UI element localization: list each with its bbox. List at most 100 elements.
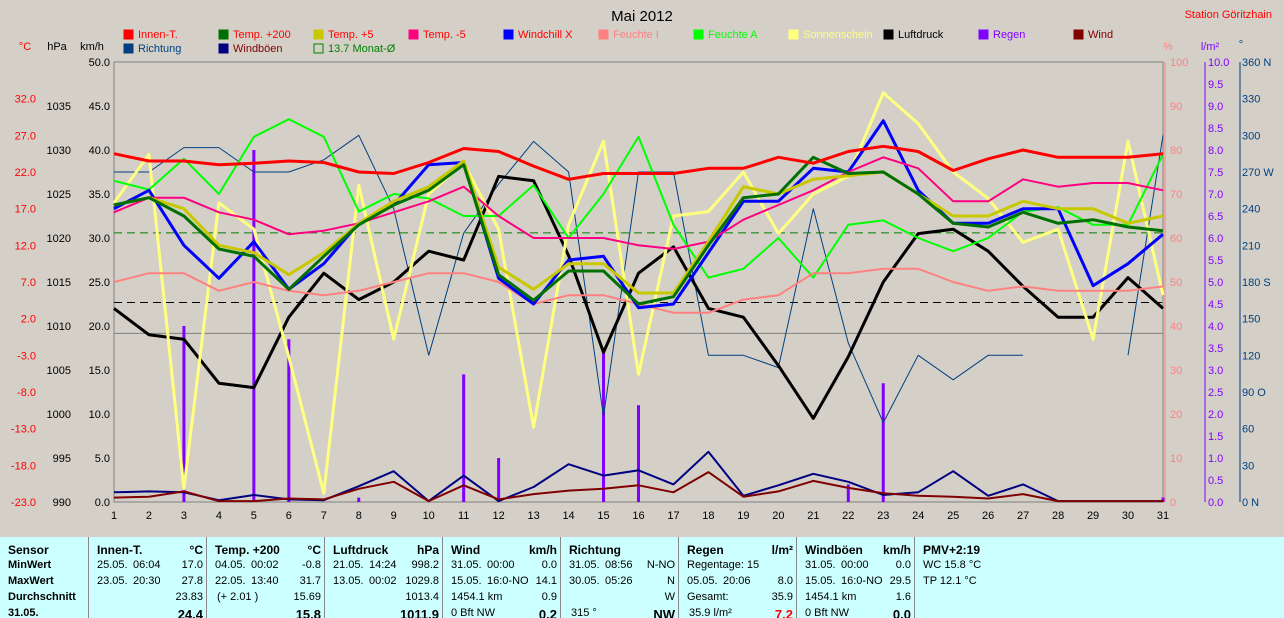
regen-unit: l/m² [771, 543, 793, 557]
stats-richtung: Richtung 31.05. 08:56 N-NO 30.05. 05:26 N W … [560, 537, 679, 618]
boeen-today: 0.0 [892, 607, 911, 618]
innen-title: Innen-T. [97, 543, 143, 557]
tick-label-temp_c: 22.0 [15, 167, 36, 179]
boeen-max-val: 29.5 [889, 575, 911, 587]
tick-label-temp_c: -8.0 [17, 387, 36, 399]
richtung-title: Richtung [569, 543, 621, 557]
tick-label-direction_deg: 30 [1242, 460, 1254, 472]
innen-min-val: 17.0 [181, 559, 203, 571]
tick-label-humidity_pct: 90 [1170, 101, 1182, 113]
temp-unit: °C [307, 543, 321, 557]
wind-axis-header: km/h [80, 41, 104, 53]
x-tick-label: 5 [251, 510, 257, 522]
legend-label: Windböen [233, 43, 283, 55]
stats-sensor: Sensor MinWert MaxWert Durchschnitt 31.0… [0, 537, 88, 618]
series-line-temp-5 [113, 156, 1164, 250]
regen-total: 35.9 [771, 591, 793, 603]
legend-swatch [408, 29, 419, 40]
sensor-max-label: MaxWert [8, 575, 54, 587]
temp-min-val: -0.8 [302, 559, 321, 571]
temp-max-date: 22.05. [215, 575, 246, 587]
tick-label-humidity_pct: 80 [1170, 145, 1182, 157]
x-tick-label: 3 [181, 510, 187, 522]
legend-label: Wind [1088, 29, 1113, 41]
wind-min-date: 31.05. [451, 559, 482, 571]
series-line-wind [113, 471, 1163, 503]
boeen-today-bft: 0 Bft NW [805, 607, 850, 618]
boeen-min-val: 0.0 [895, 559, 911, 571]
tick-label-press_hpa: 1005 [47, 365, 71, 377]
regen-title: Regen [687, 543, 724, 557]
tick-label-temp_c: -23.0 [11, 497, 36, 509]
tick-label-temp_c: 32.0 [15, 94, 36, 106]
x-tick-label: 15 [597, 510, 609, 522]
tick-label-rain_lm2: 4.0 [1208, 321, 1223, 333]
rain-axis-header: l/m² [1201, 41, 1220, 53]
legend-swatch [598, 29, 609, 40]
wind-avg: 0.9 [541, 591, 557, 603]
boeen-min-date: 31.05. [805, 559, 836, 571]
tick-label-wind_kmh: 10.0 [89, 409, 110, 421]
x-tick-label: 12 [493, 510, 505, 522]
sensor-today-label: 31.05. [8, 607, 39, 618]
chart-marks [112, 91, 1165, 503]
boeen-avg-km: 1454.1 km [805, 591, 857, 603]
druck-min-date: 21.05. [333, 559, 364, 571]
temp-today: 15.8 [295, 607, 321, 618]
legend-swatch [218, 29, 229, 40]
temp-min-time: 00:02 [251, 559, 279, 571]
boeen-title: Windböen [805, 543, 863, 557]
temp-avg: 15.69 [293, 591, 321, 603]
legend-label: Feuchte A [708, 29, 758, 41]
stats-druck: Luftdruck hPa 21.05. 14:24 998.2 13.05. 00:0… [324, 537, 443, 618]
x-tick-label: 23 [877, 510, 889, 522]
tick-label-rain_lm2: 7.0 [1208, 189, 1223, 201]
x-tick-label: 26 [982, 510, 994, 522]
tick-label-rain_lm2: 5.0 [1208, 277, 1223, 289]
legend-label: Temp. +200 [233, 29, 291, 41]
stats-regen: Regen l/m² Regentage: 15 05.05. 20:06 8.0 G… [678, 537, 797, 618]
innen-unit: °C [189, 543, 203, 557]
temp-max-time: 13:40 [251, 575, 279, 587]
x-tick-label: 25 [947, 510, 959, 522]
wind-min-val: 0.0 [541, 559, 557, 571]
regen-days: Regentage: 15 [687, 559, 760, 571]
tick-label-rain_lm2: 0.0 [1208, 497, 1223, 509]
tick-label-rain_lm2: 8.5 [1208, 123, 1223, 135]
richtung-max-date: 30.05. [569, 575, 600, 587]
temp-min-date: 04.05. [215, 559, 246, 571]
tick-label-direction_deg: 90 O [1242, 387, 1266, 399]
wind-avg-km: 1454.1 km [451, 591, 503, 603]
temp-title: Temp. +200 [215, 543, 280, 557]
tick-label-rain_lm2: 2.0 [1208, 409, 1223, 421]
wind-unit: km/h [528, 543, 557, 557]
innen-max-val: 27.8 [181, 575, 203, 587]
temp-max-val: 31.7 [299, 575, 321, 587]
regen-max-date: 05.05. [687, 575, 718, 587]
legend-label: Regen [993, 29, 1025, 41]
tick-label-temp_c: 27.0 [15, 130, 36, 142]
tick-label-humidity_pct: 50 [1170, 277, 1182, 289]
x-tick-label: 8 [356, 510, 362, 522]
tick-label-wind_kmh: 30.0 [89, 233, 110, 245]
boeen-max-time: 16:0-NO [841, 575, 883, 587]
tick-label-temp_c: -3.0 [17, 350, 36, 362]
legend-label: 13.7 Monat-Ø [328, 43, 396, 55]
wind-max-val: 14.1 [535, 575, 557, 587]
tick-label-wind_kmh: 20.0 [89, 321, 110, 333]
wind-title: Wind [451, 543, 481, 557]
pmv-tp: TP 12.1 °C [923, 575, 977, 587]
dir-axis-header: ° [1239, 39, 1243, 51]
x-tick-label: 1 [111, 510, 117, 522]
legend-label: Richtung [138, 43, 181, 55]
richtung-min-time: 08:56 [605, 559, 633, 571]
pmv-title: PMV+2:19 [923, 543, 981, 557]
sensor-min-label: MinWert [8, 559, 52, 571]
boeen-max-date: 15.05. [805, 575, 836, 587]
weather-chart: Mai 2012 Station Göritzhain °C hPa km/h … [10, 8, 1275, 522]
x-tick-label: 14 [562, 510, 574, 522]
regen-today-note: 35.9 l/m² [689, 607, 732, 618]
tick-label-wind_kmh: 40.0 [89, 145, 110, 157]
tick-label-temp_c: 2.0 [21, 314, 36, 326]
regen-today: 7.2 [774, 607, 793, 618]
